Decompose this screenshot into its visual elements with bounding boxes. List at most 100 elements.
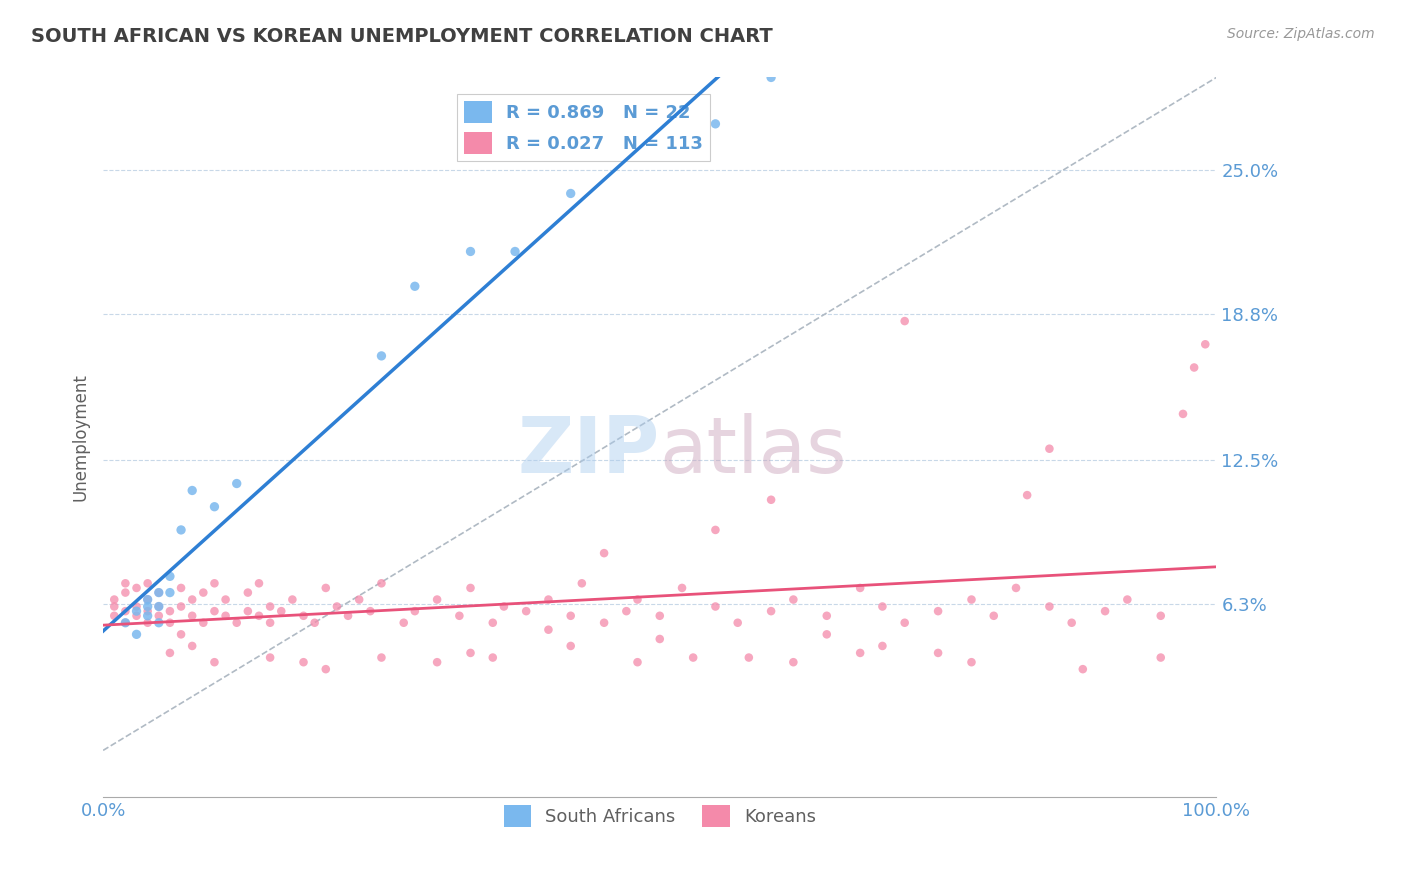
Point (204, 604, 226, 618)
Point (136, 615, 159, 630)
Point (125, 599, 148, 614)
Point (704, 523, 727, 537)
Point (225, 476, 247, 491)
Point (537, 592, 560, 607)
Point (872, 639, 894, 653)
Point (560, 639, 582, 653)
Point (449, 608, 471, 623)
Point (159, 569, 181, 583)
Point (927, 646, 949, 660)
Point (114, 576, 136, 591)
Point (1194, 337, 1216, 351)
Point (1017, 488, 1039, 502)
Point (960, 655, 983, 669)
Point (247, 576, 270, 591)
Point (315, 662, 337, 676)
Point (983, 608, 1005, 623)
Point (1060, 615, 1083, 630)
Point (204, 655, 226, 669)
Point (1071, 662, 1094, 676)
Point (259, 650, 281, 665)
Point (849, 581, 872, 595)
Point (181, 608, 204, 623)
Point (270, 604, 292, 618)
Point (537, 623, 560, 637)
Point (292, 655, 315, 669)
Point (704, 117, 727, 131)
Point (304, 615, 326, 630)
Point (648, 608, 671, 623)
Point (593, 546, 616, 560)
Point (337, 608, 360, 623)
Point (181, 592, 204, 607)
Point (259, 599, 281, 614)
Point (370, 576, 392, 591)
Point (560, 186, 582, 201)
Point (1150, 650, 1173, 665)
Point (136, 576, 159, 591)
Point (960, 592, 983, 607)
Point (759, 70, 782, 85)
Point (292, 608, 315, 623)
Point (927, 604, 949, 618)
Point (114, 615, 136, 630)
Point (236, 585, 259, 599)
Point (404, 279, 426, 293)
Y-axis label: Unemployment: Unemployment (72, 373, 89, 501)
Point (148, 608, 170, 623)
Point (125, 608, 148, 623)
Point (682, 650, 704, 665)
Point (315, 581, 337, 595)
Point (181, 483, 204, 498)
Point (1171, 407, 1194, 421)
Point (281, 592, 304, 607)
Point (359, 604, 381, 618)
Point (571, 576, 593, 591)
Point (460, 581, 482, 595)
Point (170, 627, 193, 641)
Point (170, 599, 193, 614)
Point (148, 599, 170, 614)
Text: ZIP: ZIP (517, 414, 659, 490)
Point (125, 581, 148, 595)
Point (125, 604, 148, 618)
Point (159, 615, 181, 630)
Point (460, 244, 482, 259)
Text: Source: ZipAtlas.com: Source: ZipAtlas.com (1227, 27, 1375, 41)
Point (1116, 592, 1139, 607)
Point (671, 581, 693, 595)
Point (114, 615, 136, 630)
Point (159, 646, 181, 660)
Point (247, 608, 270, 623)
Point (370, 650, 392, 665)
Point (225, 615, 247, 630)
Point (503, 244, 526, 259)
Point (1038, 442, 1060, 456)
Point (492, 599, 515, 614)
Point (815, 608, 838, 623)
Point (214, 592, 236, 607)
Point (481, 650, 503, 665)
Point (259, 615, 281, 630)
Point (170, 581, 193, 595)
Point (1005, 581, 1028, 595)
Point (1150, 608, 1173, 623)
Point (704, 599, 727, 614)
Point (326, 599, 349, 614)
Point (148, 585, 170, 599)
Point (1094, 604, 1116, 618)
Point (136, 592, 159, 607)
Point (614, 604, 637, 618)
Point (872, 599, 894, 614)
Point (148, 585, 170, 599)
Point (136, 599, 159, 614)
Point (370, 349, 392, 363)
Point (136, 608, 159, 623)
Point (347, 592, 370, 607)
Point (125, 627, 148, 641)
Point (481, 615, 503, 630)
Point (103, 608, 125, 623)
Point (193, 615, 215, 630)
Point (460, 646, 482, 660)
Point (1182, 360, 1205, 375)
